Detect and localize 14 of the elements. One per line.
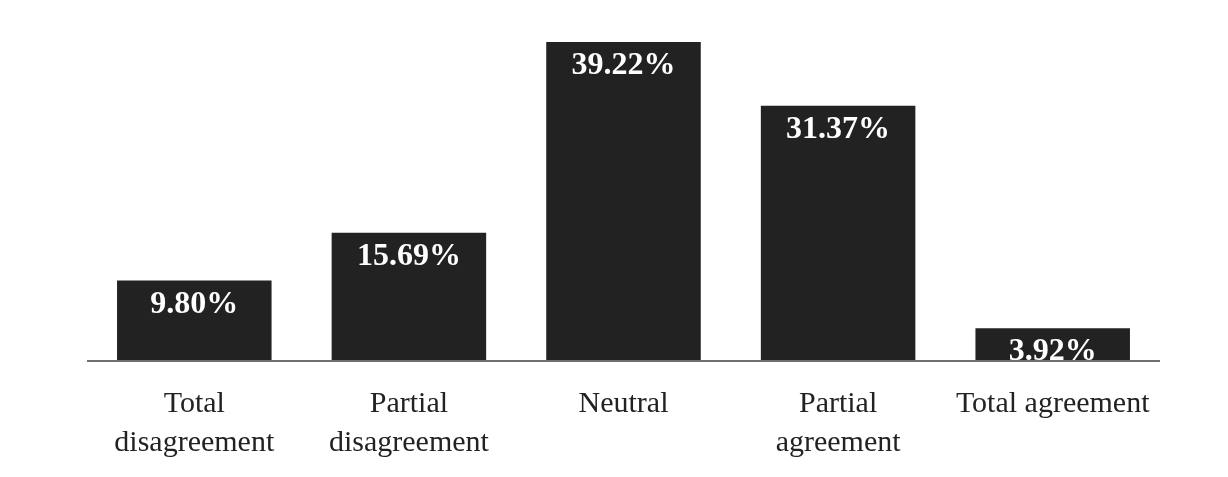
bar xyxy=(331,232,487,360)
bar xyxy=(117,280,272,360)
data-label: 31.37% xyxy=(786,108,891,145)
x-tick-label: Neutral xyxy=(578,384,669,418)
x-tick-label: Partial disagreement xyxy=(328,384,490,457)
bar xyxy=(760,105,916,360)
x-tick-label: Total disagreement xyxy=(114,384,275,457)
data-label: 15.69% xyxy=(356,235,461,272)
data-label: 3.92% xyxy=(1008,331,1097,368)
bar xyxy=(546,42,701,360)
x-tick-label: Total agreement xyxy=(955,384,1151,418)
data-label: 39.22% xyxy=(571,45,676,81)
x-tick-label: Partial agreement xyxy=(775,384,902,457)
data-label: 9.80% xyxy=(150,283,239,320)
